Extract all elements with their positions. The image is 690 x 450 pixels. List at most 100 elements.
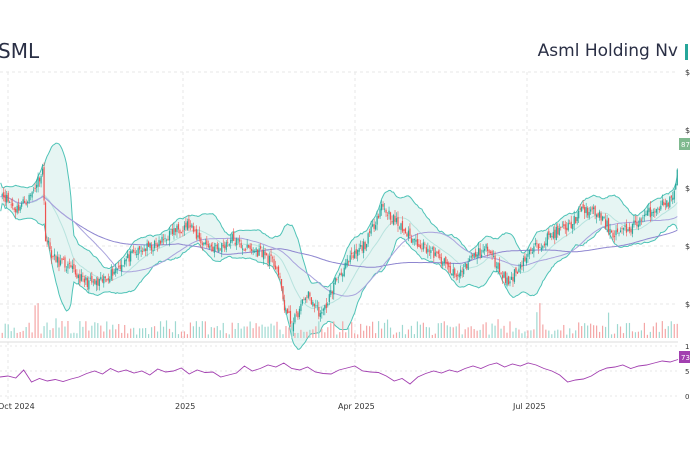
candle-body xyxy=(140,250,142,252)
candle-body xyxy=(292,322,295,332)
volume-bar xyxy=(578,322,580,338)
candle-body xyxy=(313,303,315,307)
candle-body xyxy=(139,246,141,250)
candle-body xyxy=(121,264,123,272)
candle-body xyxy=(410,238,413,243)
candle-body xyxy=(566,227,568,231)
candle-body xyxy=(242,248,244,250)
candle-body xyxy=(386,214,389,216)
candle-body xyxy=(273,259,275,267)
candle-body xyxy=(6,194,8,203)
volume-bar xyxy=(494,325,496,338)
volume-bar xyxy=(255,323,257,338)
candle-body xyxy=(331,291,333,294)
candle-body xyxy=(473,253,475,259)
candle-body xyxy=(564,224,566,230)
volume-bar xyxy=(345,332,347,338)
candle-body xyxy=(300,304,302,312)
candle-body xyxy=(675,184,677,190)
candle-body xyxy=(395,218,398,223)
candle-body xyxy=(646,210,648,216)
volume-bar xyxy=(76,333,78,338)
candle-body xyxy=(363,241,365,253)
volume-bar xyxy=(374,333,377,338)
candle-body xyxy=(156,244,159,248)
candle-body xyxy=(28,194,30,202)
volume-bar xyxy=(470,326,472,338)
candle-body xyxy=(372,224,374,227)
candle-body xyxy=(97,278,99,286)
volume-bar xyxy=(542,324,544,338)
candle-body xyxy=(83,278,85,283)
candle-body xyxy=(540,247,542,250)
candle-body xyxy=(240,242,242,248)
volume-bar xyxy=(366,325,368,338)
volume-bar xyxy=(130,328,132,338)
candle-body xyxy=(391,220,393,223)
volume-bar xyxy=(452,327,454,338)
volume-bar xyxy=(124,324,126,338)
candle-body xyxy=(648,208,650,213)
volume-bar xyxy=(136,334,138,338)
last-rsi-label: 73 xyxy=(681,354,690,362)
candle-body xyxy=(76,273,78,278)
volume-bar xyxy=(37,303,39,338)
candle-body xyxy=(548,231,550,236)
candle-body xyxy=(446,261,448,265)
candle-body xyxy=(461,271,463,273)
axis-labels: $ $ $ $ $87 73 1 5 0 Oct 2024 2025 Apr 2025 Jul 2025 xyxy=(0,68,690,411)
candle-body xyxy=(407,230,410,238)
candle-body xyxy=(86,278,88,288)
volume-bar xyxy=(330,323,332,338)
candle-body xyxy=(537,244,539,249)
volume-bar xyxy=(118,324,120,338)
volume-bar xyxy=(658,331,660,338)
candle-body xyxy=(469,258,471,262)
candle-body xyxy=(549,233,551,238)
candle-body xyxy=(666,200,668,207)
candle-body xyxy=(195,229,197,239)
candle-body xyxy=(198,232,200,239)
candle-body xyxy=(579,208,581,210)
candle-body xyxy=(236,238,238,246)
volume-bar xyxy=(222,322,224,338)
candle-body xyxy=(572,224,574,230)
candle-body xyxy=(307,291,309,298)
candle-body xyxy=(150,245,153,251)
volume-bar xyxy=(192,326,194,338)
volume-bar xyxy=(383,322,386,338)
volume-bar xyxy=(619,326,622,338)
volume-bar xyxy=(389,327,392,338)
candle-body xyxy=(367,233,369,244)
volume-bar xyxy=(228,334,230,338)
candle-body xyxy=(660,205,662,210)
candle-body xyxy=(53,254,56,257)
volume-bar xyxy=(243,326,245,338)
candle-body xyxy=(31,192,33,198)
volume-bar xyxy=(488,334,490,338)
candle-body xyxy=(448,263,450,268)
candle-body xyxy=(133,249,135,252)
volume-bar xyxy=(139,328,141,338)
candle-body xyxy=(522,257,525,267)
volume-bar xyxy=(34,305,36,338)
volume-bar xyxy=(557,329,559,338)
candle-body xyxy=(481,254,483,258)
candle-body xyxy=(418,243,420,248)
candle-body xyxy=(633,220,635,226)
candle-body xyxy=(1,194,3,195)
candle-body xyxy=(530,248,532,251)
candle-body xyxy=(116,268,118,271)
candle-body xyxy=(663,201,665,206)
candle-body xyxy=(421,248,423,250)
candle-body xyxy=(604,219,607,229)
candle-body xyxy=(38,178,41,182)
volume-bar xyxy=(49,329,51,338)
candle-body xyxy=(15,208,17,213)
candle-body xyxy=(219,249,221,251)
candle-body xyxy=(643,214,645,217)
volume-bar xyxy=(360,323,362,338)
candle-body xyxy=(318,307,320,317)
volume-bar xyxy=(655,322,657,338)
candle-body xyxy=(261,250,263,258)
